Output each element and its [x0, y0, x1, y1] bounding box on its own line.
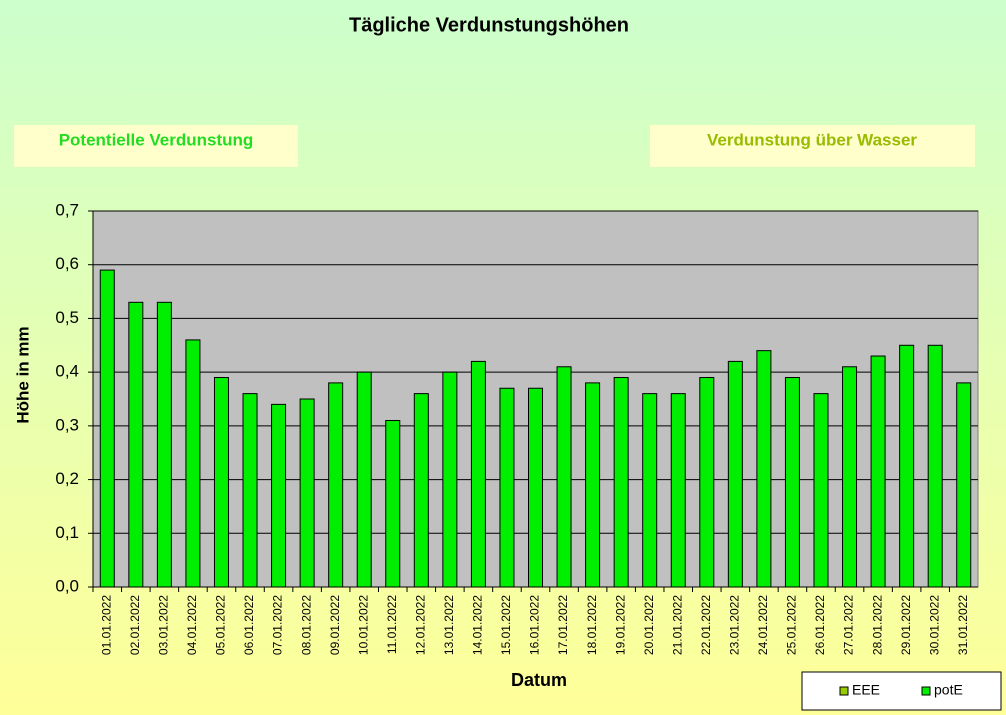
y-tick-label: 0,3 — [55, 415, 79, 434]
x-tick-label: 14.01.2022 — [471, 595, 485, 655]
x-tick-label: 16.01.2022 — [528, 595, 542, 655]
bar — [156, 301, 172, 588]
y-axis-label: Höhe in mm — [13, 326, 32, 423]
legend — [801, 671, 1002, 711]
legend-swatch — [921, 686, 931, 696]
x-tick-label: 20.01.2022 — [642, 595, 656, 655]
legend-label: EEE — [852, 682, 880, 698]
y-tick-label: 0,4 — [55, 362, 79, 381]
y-tick-label: 0,6 — [55, 254, 79, 273]
x-tick-label: 04.01.2022 — [185, 595, 199, 655]
x-tick-label: 19.01.2022 — [613, 595, 627, 655]
x-tick-label: 17.01.2022 — [556, 595, 570, 655]
bar — [756, 350, 772, 588]
x-tick-label: 21.01.2022 — [670, 595, 684, 655]
x-tick-label: 28.01.2022 — [870, 595, 884, 655]
x-axis-label: Datum — [511, 670, 567, 690]
chart-title: Tägliche Verdunstungshöhen — [349, 14, 629, 36]
x-tick-label: 12.01.2022 — [413, 595, 427, 655]
x-tick-label: 08.01.2022 — [299, 595, 313, 655]
x-tick-label: 23.01.2022 — [728, 595, 742, 655]
bar — [556, 366, 572, 588]
x-tick-label: 15.01.2022 — [499, 595, 513, 655]
x-tick-label: 24.01.2022 — [756, 595, 770, 655]
annotation-box — [650, 125, 975, 167]
bar — [328, 382, 344, 588]
legend-label: potE — [934, 682, 963, 698]
annotation: Potentielle Verdunstung — [59, 130, 254, 149]
annotation: Verdunstung über Wasser — [707, 130, 917, 149]
annotation-box — [14, 125, 298, 167]
x-tick-label: 09.01.2022 — [328, 595, 342, 655]
bar — [613, 377, 629, 588]
y-tick-label: 0,5 — [55, 308, 79, 327]
bar — [699, 377, 715, 588]
bar — [242, 393, 258, 588]
x-tick-label: 05.01.2022 — [214, 595, 228, 655]
bar — [813, 393, 829, 588]
bar — [271, 403, 287, 588]
bar — [670, 393, 686, 588]
x-tick-label: 31.01.2022 — [956, 595, 970, 655]
x-tick-label: 07.01.2022 — [271, 595, 285, 655]
legend-swatch — [839, 686, 849, 696]
bar — [385, 419, 401, 588]
bar — [299, 398, 315, 588]
bar — [528, 387, 543, 588]
x-tick-label: 29.01.2022 — [899, 595, 913, 655]
x-tick-label: 30.01.2022 — [927, 595, 941, 655]
bar — [899, 344, 915, 588]
x-tick-label: 10.01.2022 — [356, 595, 370, 655]
y-tick-label: 0,1 — [55, 523, 79, 542]
x-tick-label: 27.01.2022 — [842, 595, 856, 655]
x-tick-label: 22.01.2022 — [699, 595, 713, 655]
bar — [642, 393, 658, 588]
bar — [956, 382, 972, 588]
bar — [784, 377, 800, 588]
bar — [185, 339, 201, 588]
bar — [99, 269, 115, 588]
x-tick-label: 02.01.2022 — [128, 595, 142, 655]
y-tick-label: 0,0 — [55, 576, 79, 595]
bar — [413, 393, 429, 588]
x-tick-label: 26.01.2022 — [813, 595, 827, 655]
x-tick-label: 03.01.2022 — [157, 595, 171, 655]
bar — [442, 371, 458, 588]
x-tick-label: 13.01.2022 — [442, 595, 456, 655]
bar — [356, 371, 372, 588]
bar — [870, 355, 886, 588]
bar — [727, 360, 743, 588]
bar — [470, 360, 486, 588]
x-tick-label: 18.01.2022 — [585, 595, 599, 655]
bar — [499, 387, 515, 588]
bar — [927, 344, 943, 588]
x-tick-label: 11.01.2022 — [385, 595, 399, 654]
bar — [585, 382, 601, 588]
x-tick-label: 25.01.2022 — [785, 595, 799, 655]
x-tick-label: 06.01.2022 — [242, 595, 256, 655]
y-tick-label: 0,2 — [55, 469, 79, 488]
y-tick-label: 0,7 — [55, 200, 79, 219]
bar — [128, 301, 144, 588]
x-tick-label: 01.01.2022 — [99, 595, 113, 655]
bar — [213, 377, 229, 588]
bar — [842, 366, 858, 588]
